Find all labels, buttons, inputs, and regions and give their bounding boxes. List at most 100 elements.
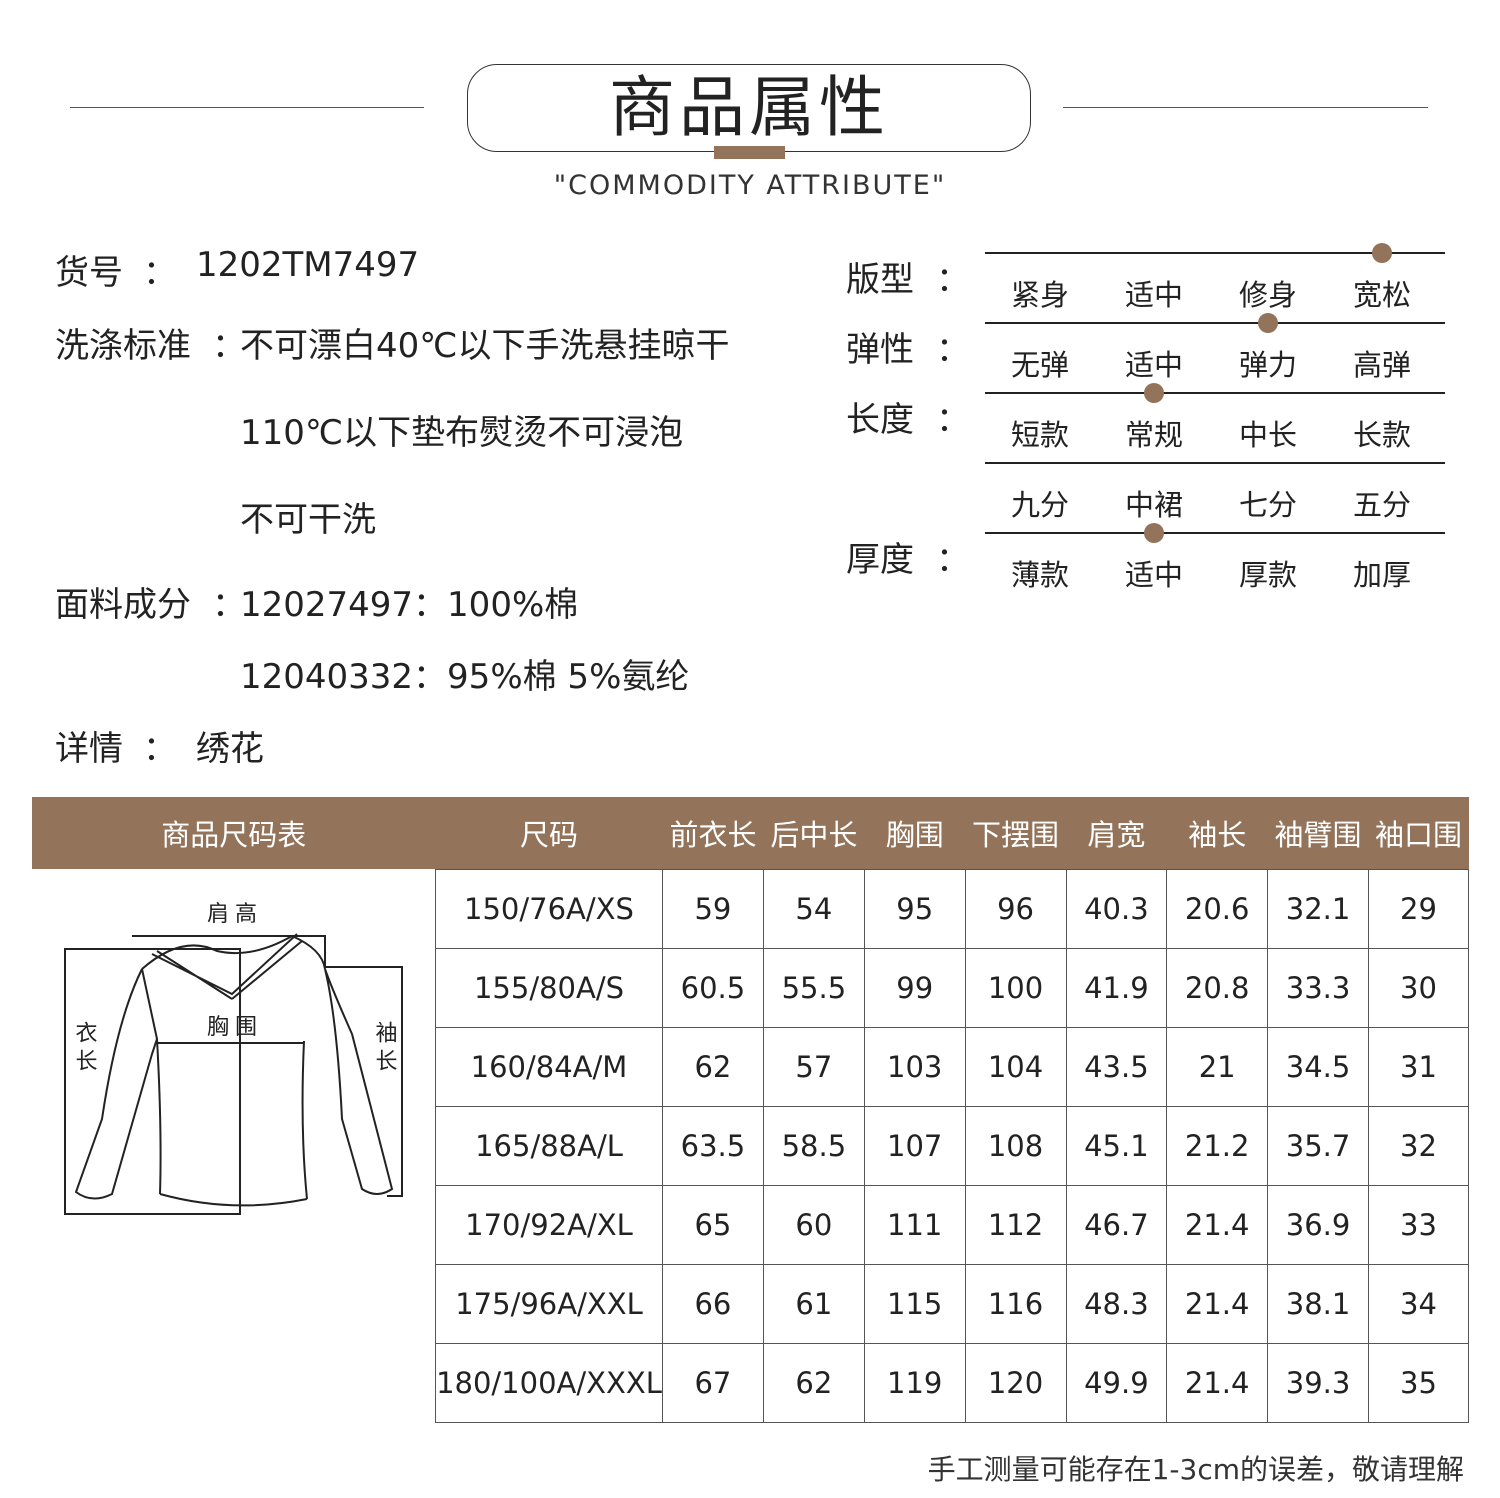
fabric-sep: ：: [212, 585, 246, 625]
table-row: 180/100A/XXXL 67 62 119 120 49.9 21.4 39.3 35: [32, 1342, 1469, 1423]
fit-label-text: 版型: [846, 260, 914, 300]
fit-option: 修身: [1238, 278, 1297, 312]
measurement-cell: 35.7: [1267, 1105, 1370, 1186]
length-option: 长款: [1352, 418, 1411, 452]
fabric-line: 12040332：95%棉 5%氨纶: [240, 657, 690, 697]
table-row: 175/96A/XXL 66 61 115 116 48.3 21.4 38.1 34: [32, 1263, 1469, 1344]
measurement-cell: 115: [863, 1263, 966, 1344]
wash-sep: ：: [212, 326, 246, 366]
fit-selected-marker: [1372, 243, 1392, 263]
elastic-label: 弹性 ：: [846, 322, 970, 371]
size-cell: 160/84A/M: [435, 1026, 663, 1107]
length-scale-line: [985, 392, 1445, 394]
table-row: 肩高 胸围 衣长 袖长 150/76A/XS 59 54 95 96 40.3 20.6 32…: [32, 868, 1469, 1215]
measurement-cell: 21.4: [1166, 1342, 1269, 1423]
measurement-cell: 111: [863, 1184, 966, 1265]
column-header: 下摆围: [965, 797, 1066, 869]
measurement-cell: 32.1: [1267, 868, 1370, 949]
chest-label: 胸围: [207, 1015, 263, 1040]
elastic-selected-marker: [1258, 313, 1278, 333]
measurement-cell: 48.3: [1065, 1263, 1168, 1344]
elastic-scale-line: [985, 322, 1445, 324]
length-option: 短款: [1010, 418, 1069, 452]
item-no-value: 1202TM7497: [196, 245, 420, 285]
length-option: 中长: [1238, 418, 1297, 452]
detail-label: 详情: [55, 729, 123, 769]
detail-sep: ：: [143, 729, 177, 769]
fit-option: 宽松: [1352, 278, 1411, 312]
size-cell: 175/96A/XXL: [435, 1263, 663, 1344]
measurement-cell: 60: [762, 1184, 865, 1265]
size-cell: 150/76A/XS: [435, 868, 663, 949]
fabric-label: 面料成分: [55, 585, 191, 625]
measurement-cell: 67: [661, 1342, 764, 1423]
length-option: 七分: [1238, 488, 1297, 522]
measurement-cell: 49.9: [1065, 1342, 1168, 1423]
length-selected-marker: [1144, 383, 1164, 403]
elastic-option: 无弹: [1010, 348, 1069, 382]
column-header: 前衣长: [662, 797, 764, 869]
fit-sep: ：: [936, 260, 970, 300]
measurement-cell: 21.4: [1166, 1184, 1269, 1265]
thickness-label-text: 厚度: [846, 540, 914, 580]
elastic-label-text: 弹性: [846, 330, 914, 370]
measurement-cell: 104: [964, 1026, 1067, 1107]
measurement-cell: 38.1: [1267, 1263, 1370, 1344]
measurement-cell: 96: [964, 868, 1067, 949]
measurement-cell: 55.5: [762, 947, 865, 1028]
measurement-cell: 21.2: [1166, 1105, 1269, 1186]
measurement-cell: 63.5: [661, 1105, 764, 1186]
title-accent-bar: [714, 146, 785, 159]
length-label: 长度 ：: [846, 392, 970, 441]
size-cell: 170/92A/XL: [435, 1184, 663, 1265]
fit-option: 紧身: [1010, 278, 1069, 312]
measurement-cell: 41.9: [1065, 947, 1168, 1028]
column-header: 后中长: [763, 797, 865, 869]
column-header: 袖长: [1166, 797, 1268, 869]
length-option: 九分: [1010, 488, 1069, 522]
measurement-cell: 103: [863, 1026, 966, 1107]
measurement-cell: 107: [863, 1105, 966, 1186]
detail-value: 绣花: [196, 729, 264, 769]
length-option: 常规: [1124, 418, 1183, 452]
measurement-cell: 20.8: [1166, 947, 1269, 1028]
fit-option: 适中: [1124, 278, 1183, 312]
size-cell: 155/80A/S: [435, 947, 663, 1028]
elastic-option: 弹力: [1238, 348, 1297, 382]
measurement-cell: 116: [964, 1263, 1067, 1344]
shoulder-label: 肩高: [207, 902, 263, 927]
column-header: 肩宽: [1066, 797, 1167, 869]
column-header: 袖口围: [1368, 797, 1469, 869]
measurement-cell: 36.9: [1267, 1184, 1370, 1265]
thickness-label: 厚度 ：: [846, 532, 970, 581]
column-header: 商品尺码表: [32, 797, 436, 869]
item-no-sep: ：: [143, 253, 177, 293]
length-option: 五分: [1352, 488, 1411, 522]
measurement-cell: 60.5: [661, 947, 764, 1028]
measurement-cell: 65: [661, 1184, 764, 1265]
column-header: 胸围: [864, 797, 966, 869]
measurement-cell: 120: [964, 1342, 1067, 1423]
thickness-option: 适中: [1124, 558, 1183, 592]
measurement-cell: 119: [863, 1342, 966, 1423]
divider-left: [70, 107, 424, 108]
elastic-option: 适中: [1124, 348, 1183, 382]
wash-line: 不可干洗: [240, 500, 376, 540]
measurement-cell: 20.6: [1166, 868, 1269, 949]
measurement-cell: 112: [964, 1184, 1067, 1265]
divider-line: [985, 462, 1445, 464]
fabric-line: 12027497：100%棉: [240, 585, 579, 625]
page-subtitle: "COMMODITY ATTRIBUTE": [553, 170, 947, 201]
elastic-option: 高弹: [1352, 348, 1411, 382]
table-row: 165/88A/L 63.5 58.5 107 108 45.1 21.2 35.7 32: [32, 1105, 1469, 1186]
measurement-cell: 99: [863, 947, 966, 1028]
measurement-cell: 62: [762, 1342, 865, 1423]
measurement-cell: 33: [1368, 1184, 1469, 1265]
size-cell: 180/100A/XXXL: [435, 1342, 663, 1423]
measurement-note: 手工测量可能存在1-3cm的误差，敬请理解: [927, 1453, 1464, 1486]
measurement-cell: 21: [1166, 1026, 1269, 1107]
sleeve-label: 袖长: [372, 1021, 398, 1077]
measurement-cell: 34.5: [1267, 1026, 1370, 1107]
measurement-cell: 29: [1368, 868, 1469, 949]
measurement-cell: 66: [661, 1263, 764, 1344]
